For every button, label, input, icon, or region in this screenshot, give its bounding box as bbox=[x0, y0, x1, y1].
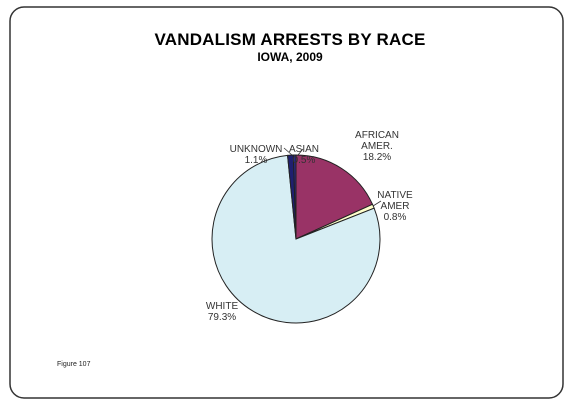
slice-label: AFRICAN AMER. 18.2% bbox=[355, 130, 399, 163]
leader-line bbox=[372, 200, 382, 207]
figure-label: Figure 107 bbox=[57, 361, 91, 368]
leader-line bbox=[283, 147, 293, 156]
pie-slice-african-amer bbox=[295, 154, 374, 240]
chart-subtitle: IOWA, 2009 bbox=[257, 50, 323, 64]
pie-slice-white bbox=[211, 154, 381, 324]
pie-chart: AFRICAN AMER. 18.2% NATIVE AMER 0.8% WHITE 79.3… bbox=[206, 130, 413, 324]
chart-title: VANDALISM ARRESTS BY RACE bbox=[154, 30, 426, 49]
slice-label: UNKNOWN 1.1% bbox=[230, 144, 283, 166]
slice-label: WHITE 79.3% bbox=[206, 301, 239, 323]
leader-line bbox=[297, 148, 304, 156]
slice-label: NATIVE AMER 0.8% bbox=[377, 190, 413, 223]
pie-slice-asian bbox=[292, 154, 297, 240]
slice-label: ASIAN 0.5% bbox=[289, 144, 319, 166]
